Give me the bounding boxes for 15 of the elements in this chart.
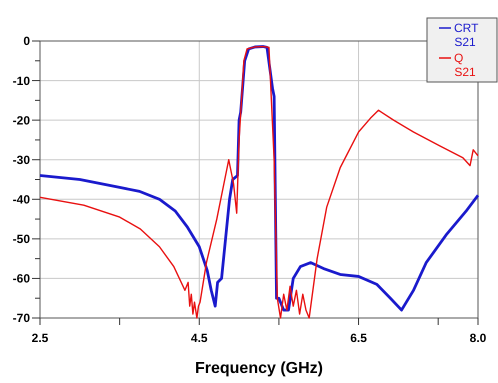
y-tick-label: -10 <box>12 74 30 88</box>
x-tick-label: 2.5 <box>32 331 49 345</box>
y-tick-label: -20 <box>12 113 30 128</box>
y-tick-label: 0 <box>23 34 30 48</box>
x-axis-title: Frequency (GHz) <box>194 360 324 377</box>
y-tick-label: -60 <box>12 272 30 286</box>
y-tick-label: -40 <box>12 192 30 206</box>
y-tick-label: -50 <box>12 232 30 246</box>
legend-label: CRT S21 <box>454 21 480 49</box>
x-tick-label: 6.5 <box>350 331 368 345</box>
x-tick-label: 4.5 <box>190 331 208 345</box>
y-tick-label: -30 <box>12 152 30 167</box>
x-tick-label: 8.0 <box>470 331 487 345</box>
y-tick-label: -70 <box>12 311 30 326</box>
legend-label: Q S21 <box>454 51 476 79</box>
